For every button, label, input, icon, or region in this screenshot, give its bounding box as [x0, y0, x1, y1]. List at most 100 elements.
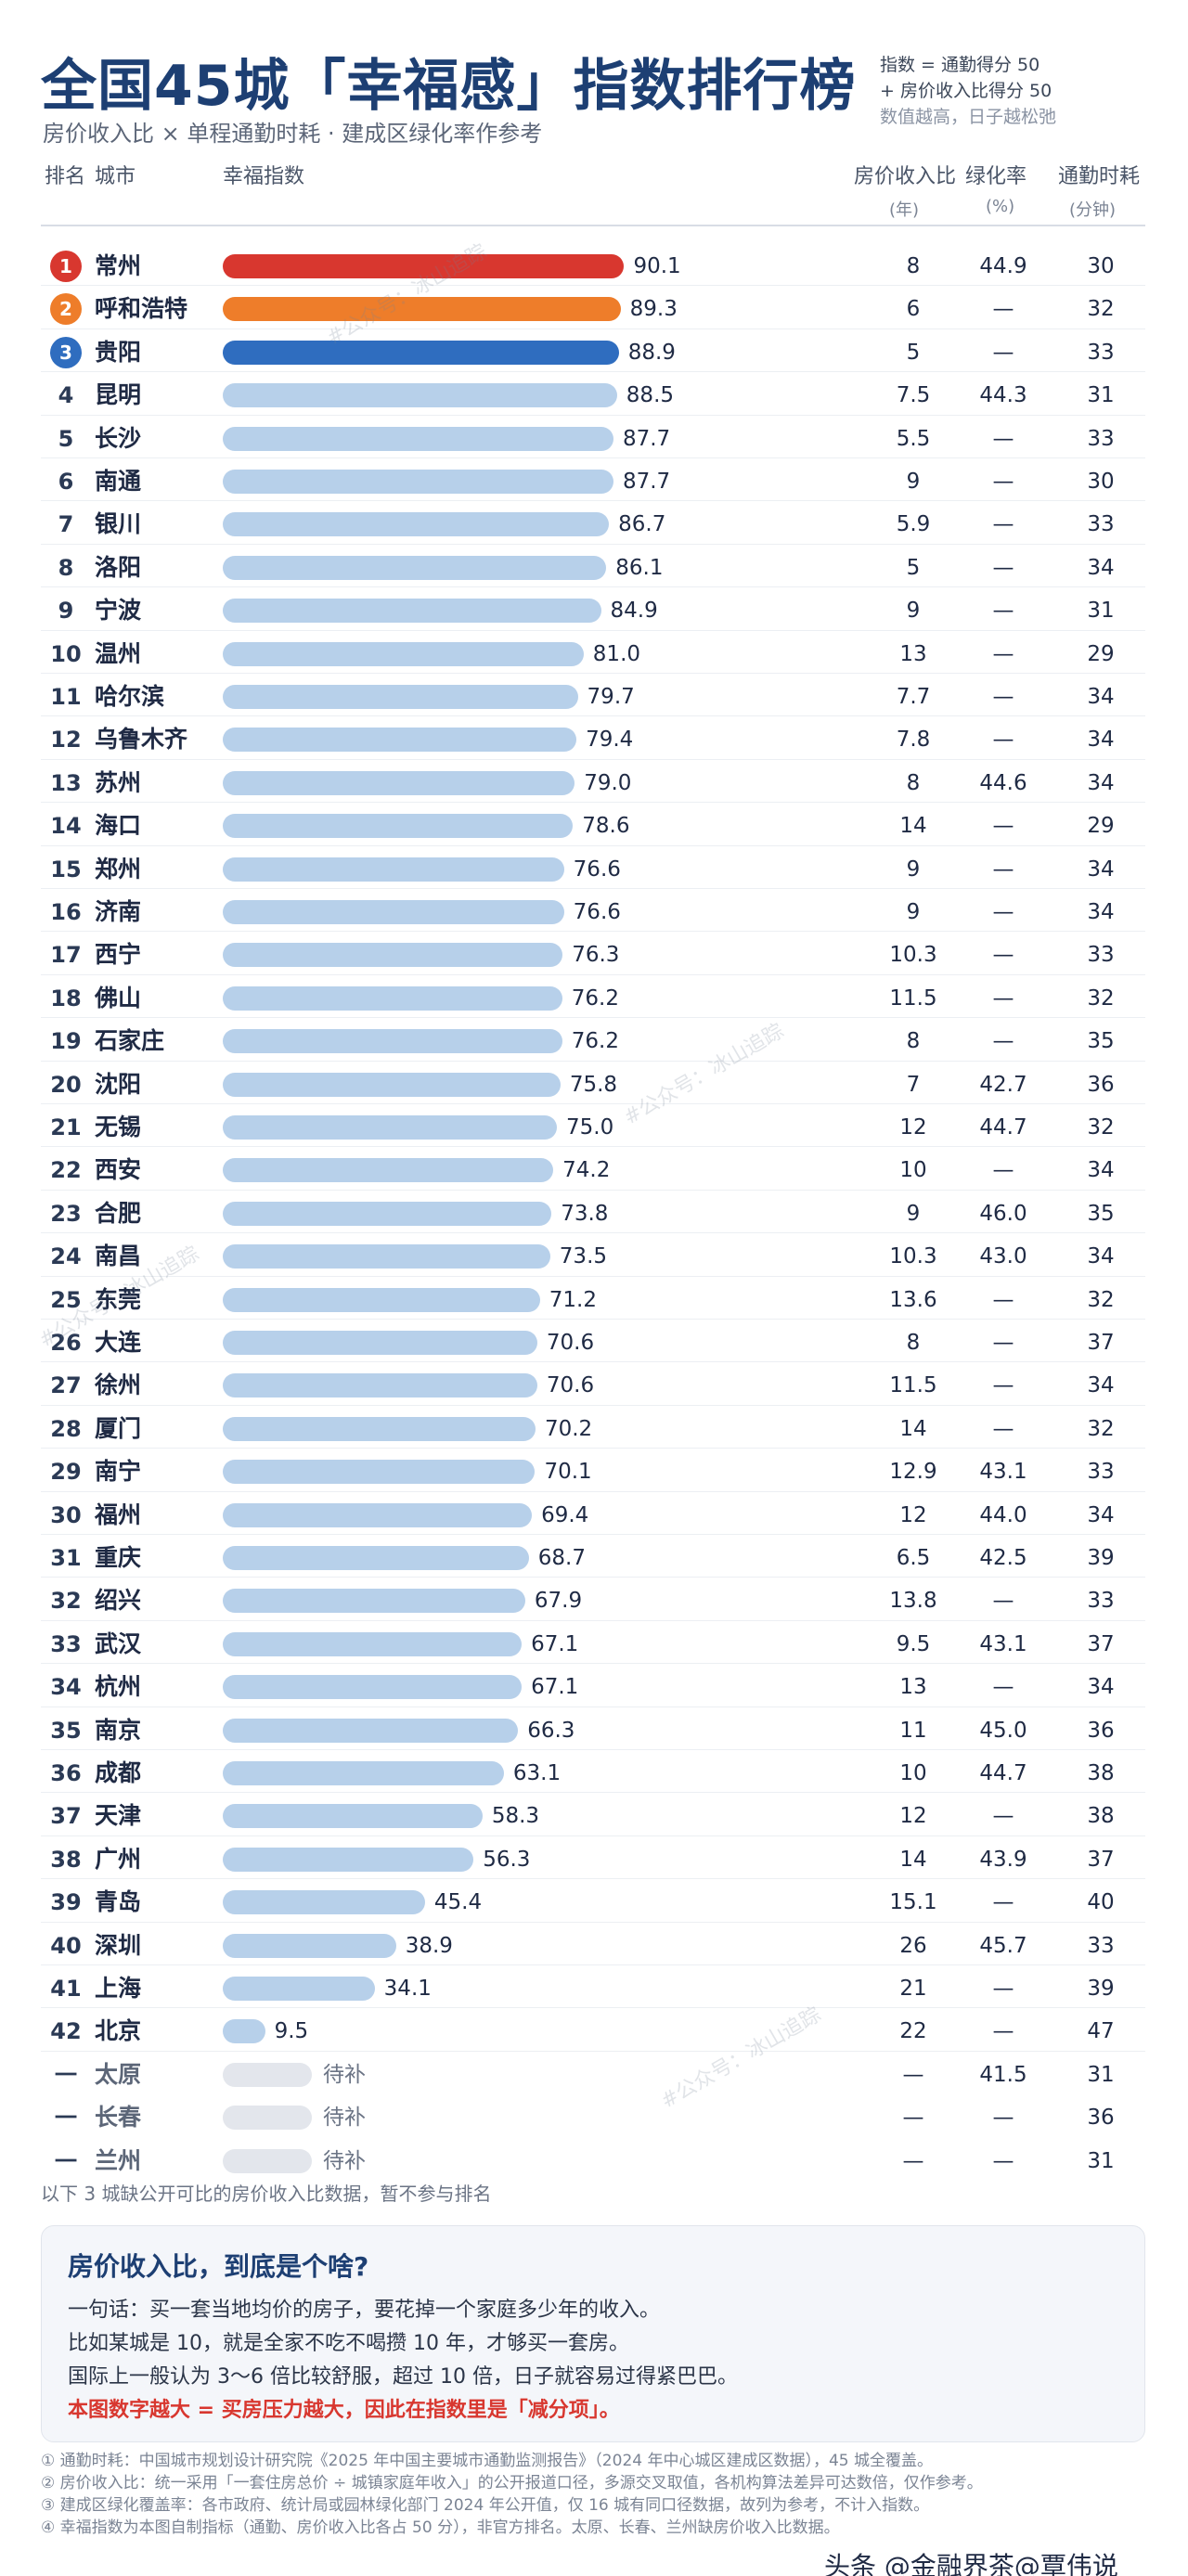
row-divider [41, 1663, 1145, 1665]
index-bar [223, 1933, 396, 1958]
commute-time: 30 [1087, 254, 1115, 278]
greening-rate: 44.3 [979, 383, 1027, 408]
index-value: 67.1 [531, 1631, 579, 1656]
row-divider [41, 2007, 1145, 2009]
explain-line-3: 国际上一般认为 3～6 倍比较舒服，超过 10 倍，日子就容易过得紧巴巴。 [68, 2365, 738, 2389]
commute-time: 34 [1087, 857, 1115, 882]
greening-rate: — [992, 297, 1014, 322]
row-divider [41, 673, 1145, 674]
table-row: 30 福州 69.4 12 44.0 34 [0, 1492, 1188, 1535]
commute-time: 34 [1087, 770, 1115, 795]
row-divider [41, 888, 1145, 889]
index-bar [223, 1977, 375, 2001]
index-value: 70.2 [544, 1416, 593, 1441]
index-value: 79.7 [587, 685, 635, 709]
rank-number: 34 [50, 1674, 82, 1701]
row-divider [41, 500, 1145, 502]
price-income-ratio: 8 [906, 1029, 921, 1054]
index-value: 63.1 [512, 1761, 562, 1785]
index-value: 76.6 [573, 900, 621, 924]
blurred-bar [223, 2148, 312, 2173]
index-bar [223, 857, 564, 882]
commute-time: 34 [1087, 1675, 1115, 1700]
explain-line-2: 比如某城是 10，就是全家不吃不喝攒 10 年，才够买一套房。 [68, 2332, 629, 2355]
city-name: 武汉 [95, 1629, 142, 1657]
pending-row: 一太原 待补 — 41.5 31 [0, 2052, 1188, 2094]
rank-badge: 3 [50, 336, 82, 368]
rank-number: 41 [50, 1976, 82, 2002]
commute-time: 38 [1087, 1761, 1115, 1785]
price-income-ratio: 6 [906, 297, 921, 322]
table-row: 6 南通 87.7 9 — 30 [0, 458, 1188, 501]
pending-row: 一长春 待补 — — 36 [0, 2094, 1188, 2137]
greening-rate: — [992, 857, 1014, 882]
rank-number: 22 [50, 1157, 82, 1184]
commute-time: 34 [1087, 900, 1115, 924]
greening-rate: — [992, 2148, 1014, 2173]
explain-card: 房价收入比，到底是个啥? 一句话：买一套当地均价的房子，要花掉一个家庭多少年的收… [41, 2225, 1145, 2442]
row-divider [41, 2050, 1145, 2052]
footnote-3: ③ 建成区绿化覆盖率：各市政府、统计局或园林绿化部门 2024 年公开值，仅 1… [41, 2496, 930, 2515]
greening-rate: 44.9 [979, 254, 1027, 278]
index-bar [223, 254, 625, 278]
row-divider [41, 1792, 1145, 1794]
row-divider [41, 285, 1145, 287]
price-income-ratio: — [902, 2062, 924, 2087]
city-name: 深圳 [95, 1931, 142, 1959]
row-divider [41, 1361, 1145, 1363]
row-divider [41, 973, 1145, 975]
rank-number: 9 [58, 598, 74, 625]
table-row: 20 沈阳 75.8 7 42.7 36 [0, 1062, 1188, 1104]
index-bar [223, 1287, 540, 1312]
commute-time: 37 [1087, 1331, 1115, 1355]
rank-number: 12 [50, 727, 82, 753]
table-row: 4 昆明 88.5 7.5 44.3 31 [0, 372, 1188, 415]
index-bar [223, 685, 578, 709]
commute-time: 34 [1087, 1373, 1115, 1398]
rank-dash: 一 [55, 2061, 77, 2088]
city-name: 南通 [95, 468, 142, 495]
index-value: 66.3 [527, 1718, 575, 1743]
greening-rate: 42.5 [979, 1546, 1027, 1570]
table-row: 42 北京 9.5 22 — 47 [0, 2008, 1188, 2051]
index-bar [223, 297, 621, 322]
price-income-ratio: 14 [899, 1847, 927, 1872]
table-row: 31 重庆 68.7 6.5 42.5 39 [0, 1535, 1188, 1578]
city-name: 成都 [95, 1759, 142, 1786]
row-divider [41, 1103, 1145, 1104]
row-divider [41, 414, 1145, 416]
index-bar [223, 1244, 550, 1269]
greening-rate: — [992, 1158, 1014, 1183]
table-row: 10 温州 81.0 13 — 29 [0, 631, 1188, 674]
row-divider [41, 1921, 1145, 1923]
index-bar [223, 814, 574, 839]
index-bar [223, 1158, 554, 1183]
greening-rate: — [992, 1373, 1014, 1398]
price-income-ratio: 9 [906, 900, 921, 924]
price-income-ratio: 9 [906, 599, 921, 624]
row-divider [41, 543, 1145, 545]
city-name: 济南 [95, 898, 142, 925]
table-row: 1 常州 90.1 8 44.9 30 [0, 243, 1188, 286]
row-divider [41, 931, 1145, 933]
table-row: 33 武汉 67.1 9.5 43.1 37 [0, 1621, 1188, 1664]
city-name: 郑州 [95, 855, 142, 882]
city-name: 洛阳 [95, 553, 142, 581]
header: 全国45城「幸福感」指数排行榜 房价收入比 × 单程通勤时耗 · 建成区绿化率作… [0, 0, 1188, 148]
rank-dash: 一 [55, 2105, 77, 2132]
index-value: 78.6 [582, 814, 630, 839]
rank-number: 31 [50, 1545, 82, 1571]
price-income-ratio: 12.9 [889, 1460, 937, 1485]
index-value: 90.1 [633, 254, 681, 278]
index-value: 69.4 [541, 1502, 589, 1527]
col-ratio-unit: (年) [889, 200, 920, 220]
price-income-ratio: 14 [899, 1416, 927, 1441]
commute-time: 33 [1087, 426, 1115, 451]
greening-rate: — [992, 1287, 1014, 1312]
price-income-ratio: 7 [906, 1072, 921, 1097]
city-name: 温州 [95, 639, 142, 667]
table-row: 13 苏州 79.0 8 44.6 34 [0, 760, 1188, 803]
commute-time: 30 [1087, 470, 1115, 494]
city-name: 银川 [95, 510, 142, 538]
price-income-ratio: 10 [899, 1761, 927, 1785]
